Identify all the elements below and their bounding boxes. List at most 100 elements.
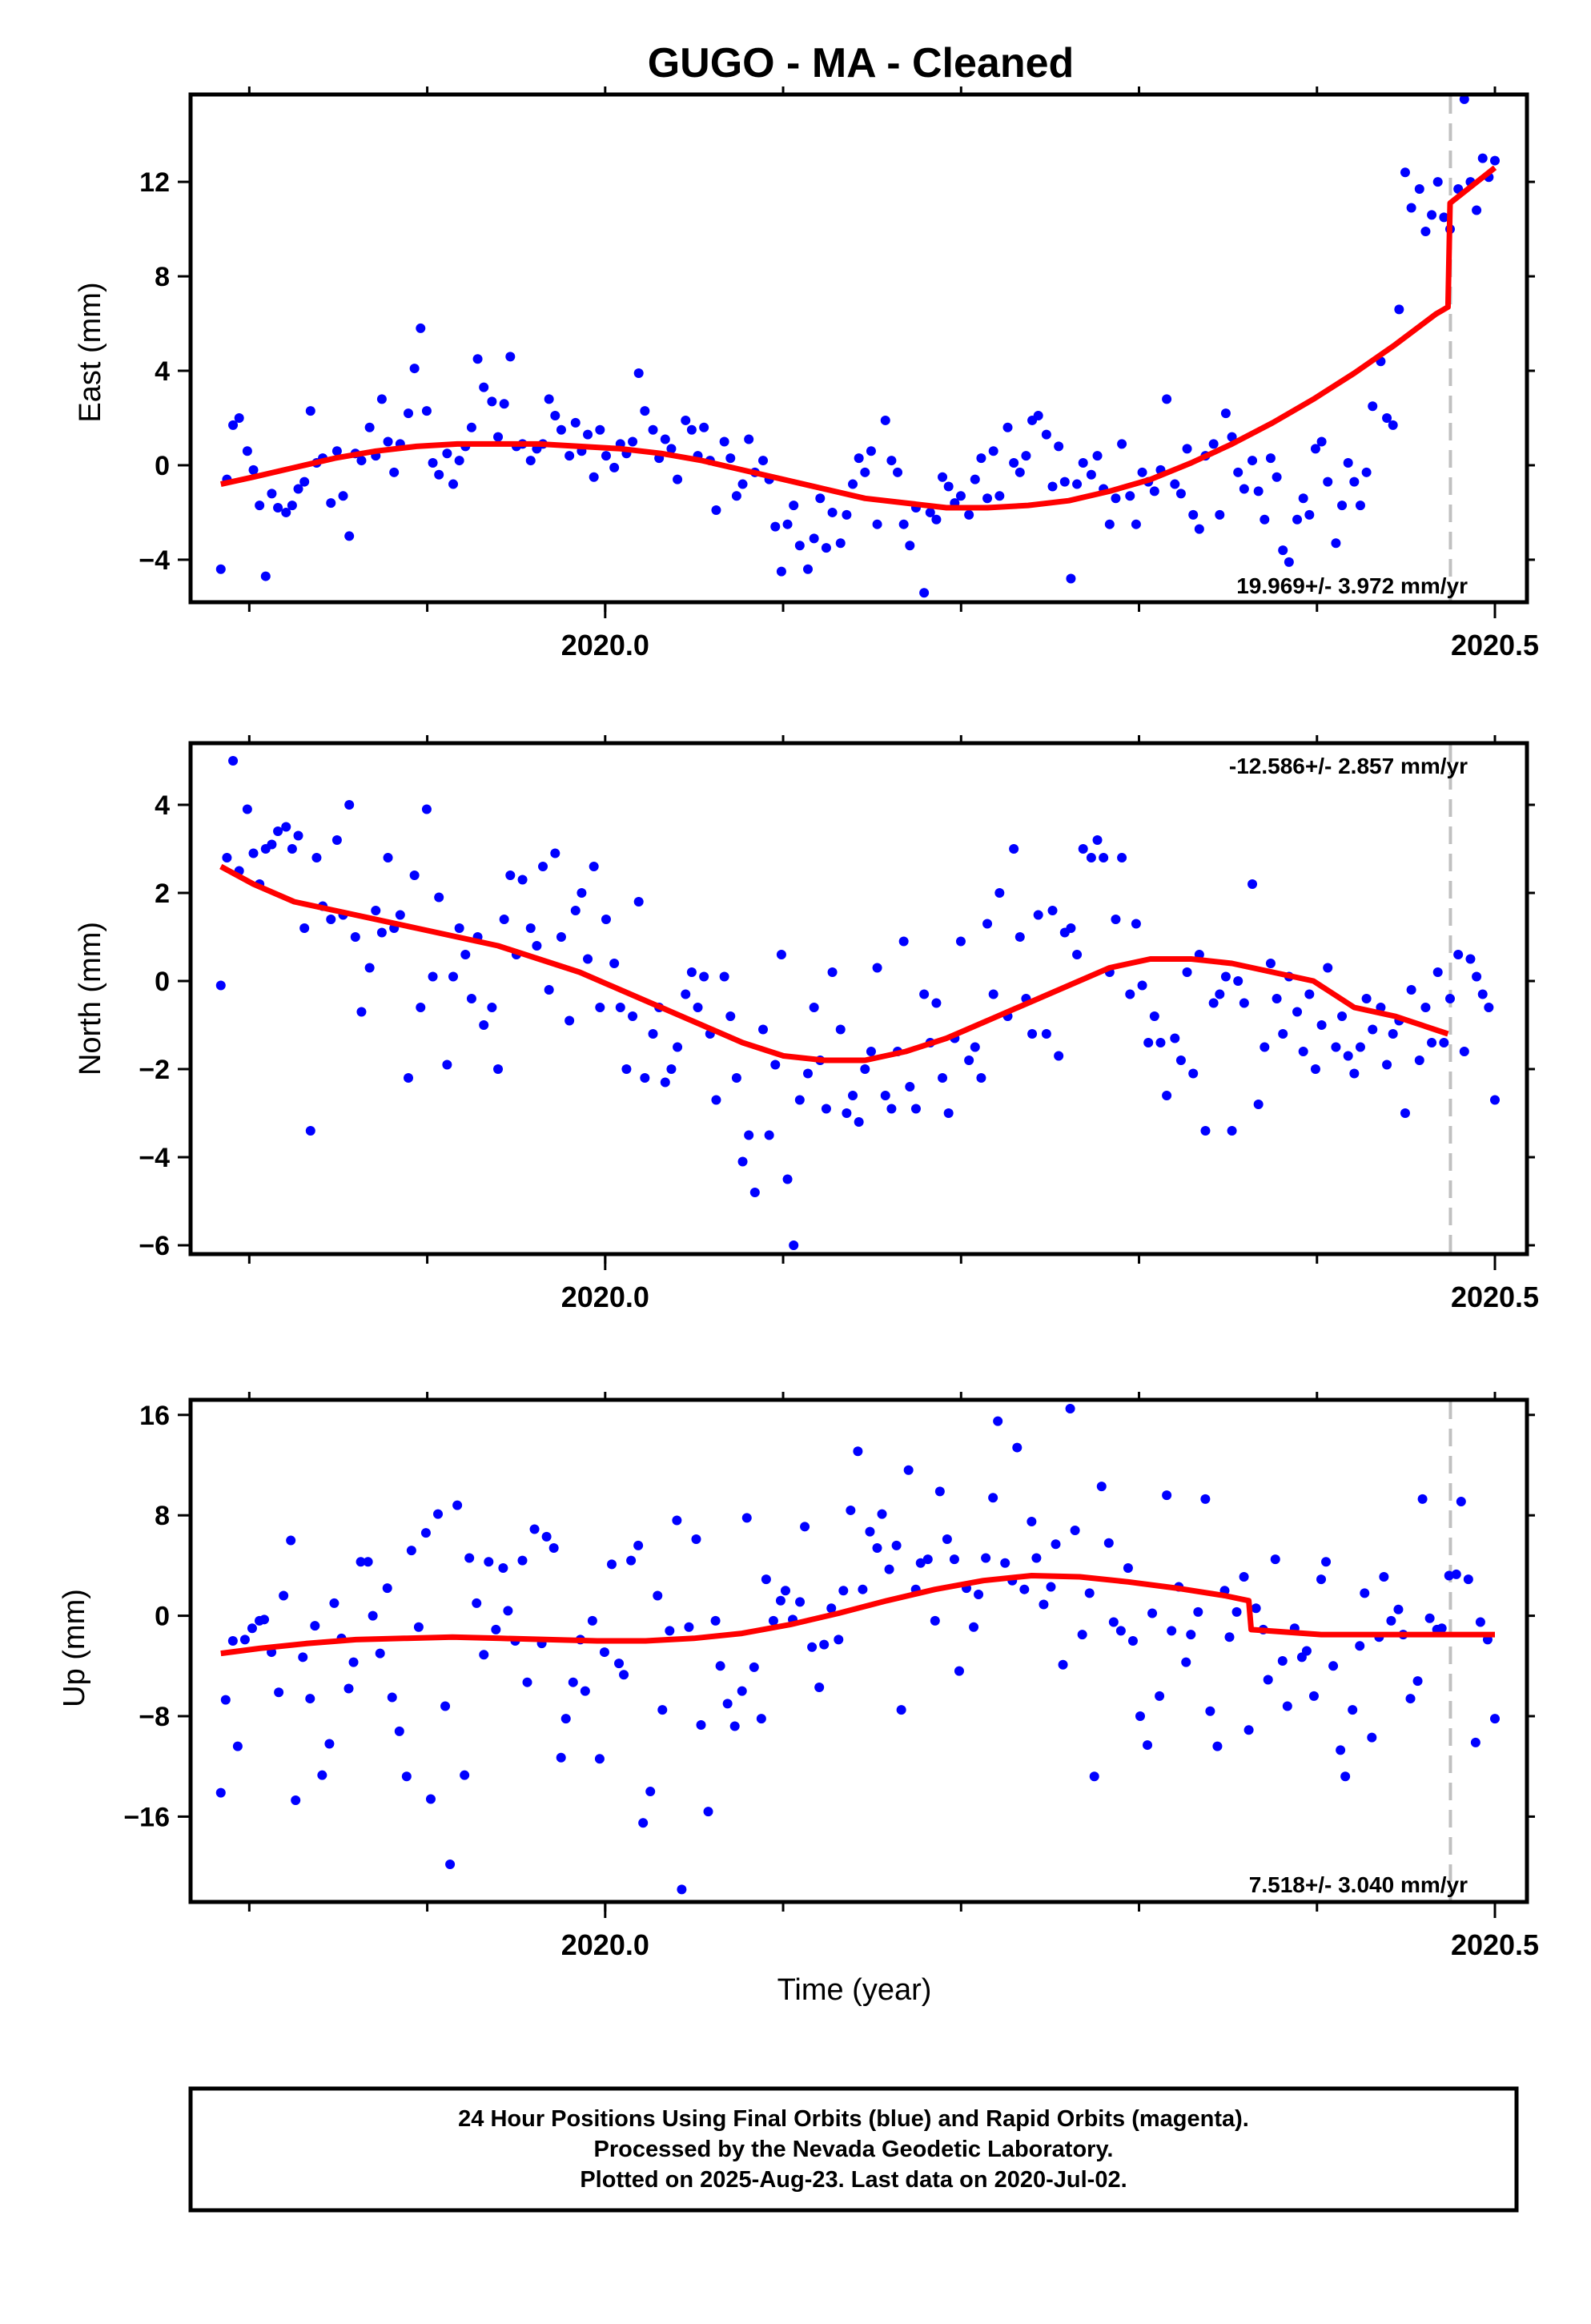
north-data-point: [1072, 950, 1083, 959]
north-data-point: [628, 1011, 638, 1021]
east-data-point: [719, 436, 729, 447]
north-data-point: [860, 1064, 870, 1074]
up-data-point: [1135, 1711, 1145, 1722]
east-data-point: [1215, 509, 1225, 520]
north-data-point: [1343, 1051, 1353, 1061]
east-data-point: [976, 453, 986, 464]
north-data-point: [442, 1059, 452, 1070]
north-data-point: [994, 888, 1005, 898]
east-data-point: [1131, 519, 1141, 529]
north-ytick-label: 0: [155, 967, 170, 997]
east-data-point: [1368, 401, 1378, 412]
up-data-point: [930, 1615, 940, 1626]
north-data-point: [686, 967, 697, 977]
east-data-point: [493, 432, 504, 442]
up-data-point: [1489, 1714, 1500, 1724]
north-data-point: [693, 1003, 703, 1012]
up-data-point: [865, 1526, 875, 1537]
up-data-point: [768, 1615, 778, 1626]
east-data-point: [628, 436, 638, 447]
east-data-point: [215, 564, 226, 574]
up-data-point: [1328, 1661, 1339, 1671]
east-data-point: [564, 451, 575, 461]
east-data-point: [364, 422, 375, 432]
up-data-point: [922, 1554, 933, 1565]
north-data-point: [943, 1108, 954, 1118]
footer-line-2: Processed by the Nevada Geodetic Laborat…: [594, 2137, 1114, 2162]
up-data-point: [1143, 1740, 1153, 1751]
up-data-point: [368, 1610, 378, 1621]
east-ytick-label: 12: [139, 167, 170, 198]
north-data-point: [681, 989, 691, 999]
east-data-point: [1260, 514, 1270, 525]
east-data-point: [1253, 486, 1264, 497]
east-data-point: [601, 451, 611, 461]
east-data-point: [919, 588, 930, 598]
up-data-point: [834, 1634, 844, 1645]
north-data-point: [287, 844, 297, 854]
east-data-point: [673, 474, 683, 485]
north-data-point: [982, 919, 993, 929]
east-data-point: [854, 453, 864, 464]
up-data-point: [541, 1531, 552, 1542]
north-data-point: [776, 950, 786, 959]
up-data-point: [896, 1705, 906, 1715]
north-data-point: [1368, 1024, 1378, 1035]
north-data-point: [1014, 932, 1025, 942]
up-data-point: [1096, 1482, 1107, 1492]
up-data-point: [1123, 1563, 1133, 1574]
up-data-point: [1200, 1494, 1211, 1504]
east-data-point: [479, 382, 489, 392]
north-data-point: [1323, 963, 1333, 973]
north-data-point: [699, 971, 709, 982]
up-data-point: [1424, 1613, 1435, 1623]
east-data-point: [556, 424, 566, 435]
up-data-point: [445, 1859, 456, 1869]
east-data-point: [821, 543, 831, 553]
north-data-point: [1337, 1011, 1348, 1021]
up-data-point: [348, 1657, 359, 1667]
east-data-point: [570, 417, 581, 428]
up-data-point: [691, 1534, 701, 1544]
east-data-point: [842, 509, 852, 520]
up-data-point: [1065, 1403, 1075, 1413]
east-data-point: [228, 420, 239, 430]
north-data-point: [1047, 906, 1058, 915]
east-data-point: [1361, 467, 1372, 477]
up-data-point: [1412, 1676, 1423, 1687]
east-data-point: [1278, 545, 1288, 556]
up-data-point: [1340, 1771, 1351, 1782]
east-ticks: −4 0 4 8 12 2020.0 2020.5: [139, 86, 1539, 661]
east-data-point: [711, 505, 721, 515]
north-data-point: [1086, 853, 1096, 862]
north-data-point: [719, 971, 729, 982]
east-data-point: [356, 456, 367, 466]
east-observations: [215, 94, 1500, 598]
east-data-point: [731, 491, 741, 501]
north-data-point: [886, 1104, 897, 1114]
up-data-point: [1115, 1626, 1126, 1636]
east-data-point: [1265, 453, 1276, 464]
east-data-point: [776, 566, 786, 577]
east-data-point: [1406, 203, 1416, 213]
east-data-point: [273, 503, 283, 513]
up-data-point: [915, 1558, 926, 1568]
north-data-point: [615, 1003, 625, 1012]
up-data-point: [286, 1535, 296, 1546]
up-data-point: [1012, 1442, 1022, 1453]
east-data-point: [1104, 519, 1115, 529]
north-data-point: [395, 910, 405, 920]
up-data-point: [638, 1818, 649, 1828]
east-data-point: [505, 352, 516, 362]
east-data-point: [1304, 509, 1315, 520]
east-data-point: [1072, 479, 1083, 489]
east-y-axis-label: East (mm): [74, 282, 107, 422]
up-data-point: [761, 1574, 771, 1585]
up-data-point: [722, 1699, 733, 1709]
east-data-point: [234, 412, 244, 423]
east-data-point: [1059, 476, 1070, 487]
north-ytick-label: 2: [155, 879, 170, 909]
north-data-point: [964, 1055, 974, 1065]
north-data-point: [764, 1130, 774, 1140]
north-data-point: [809, 1003, 819, 1012]
